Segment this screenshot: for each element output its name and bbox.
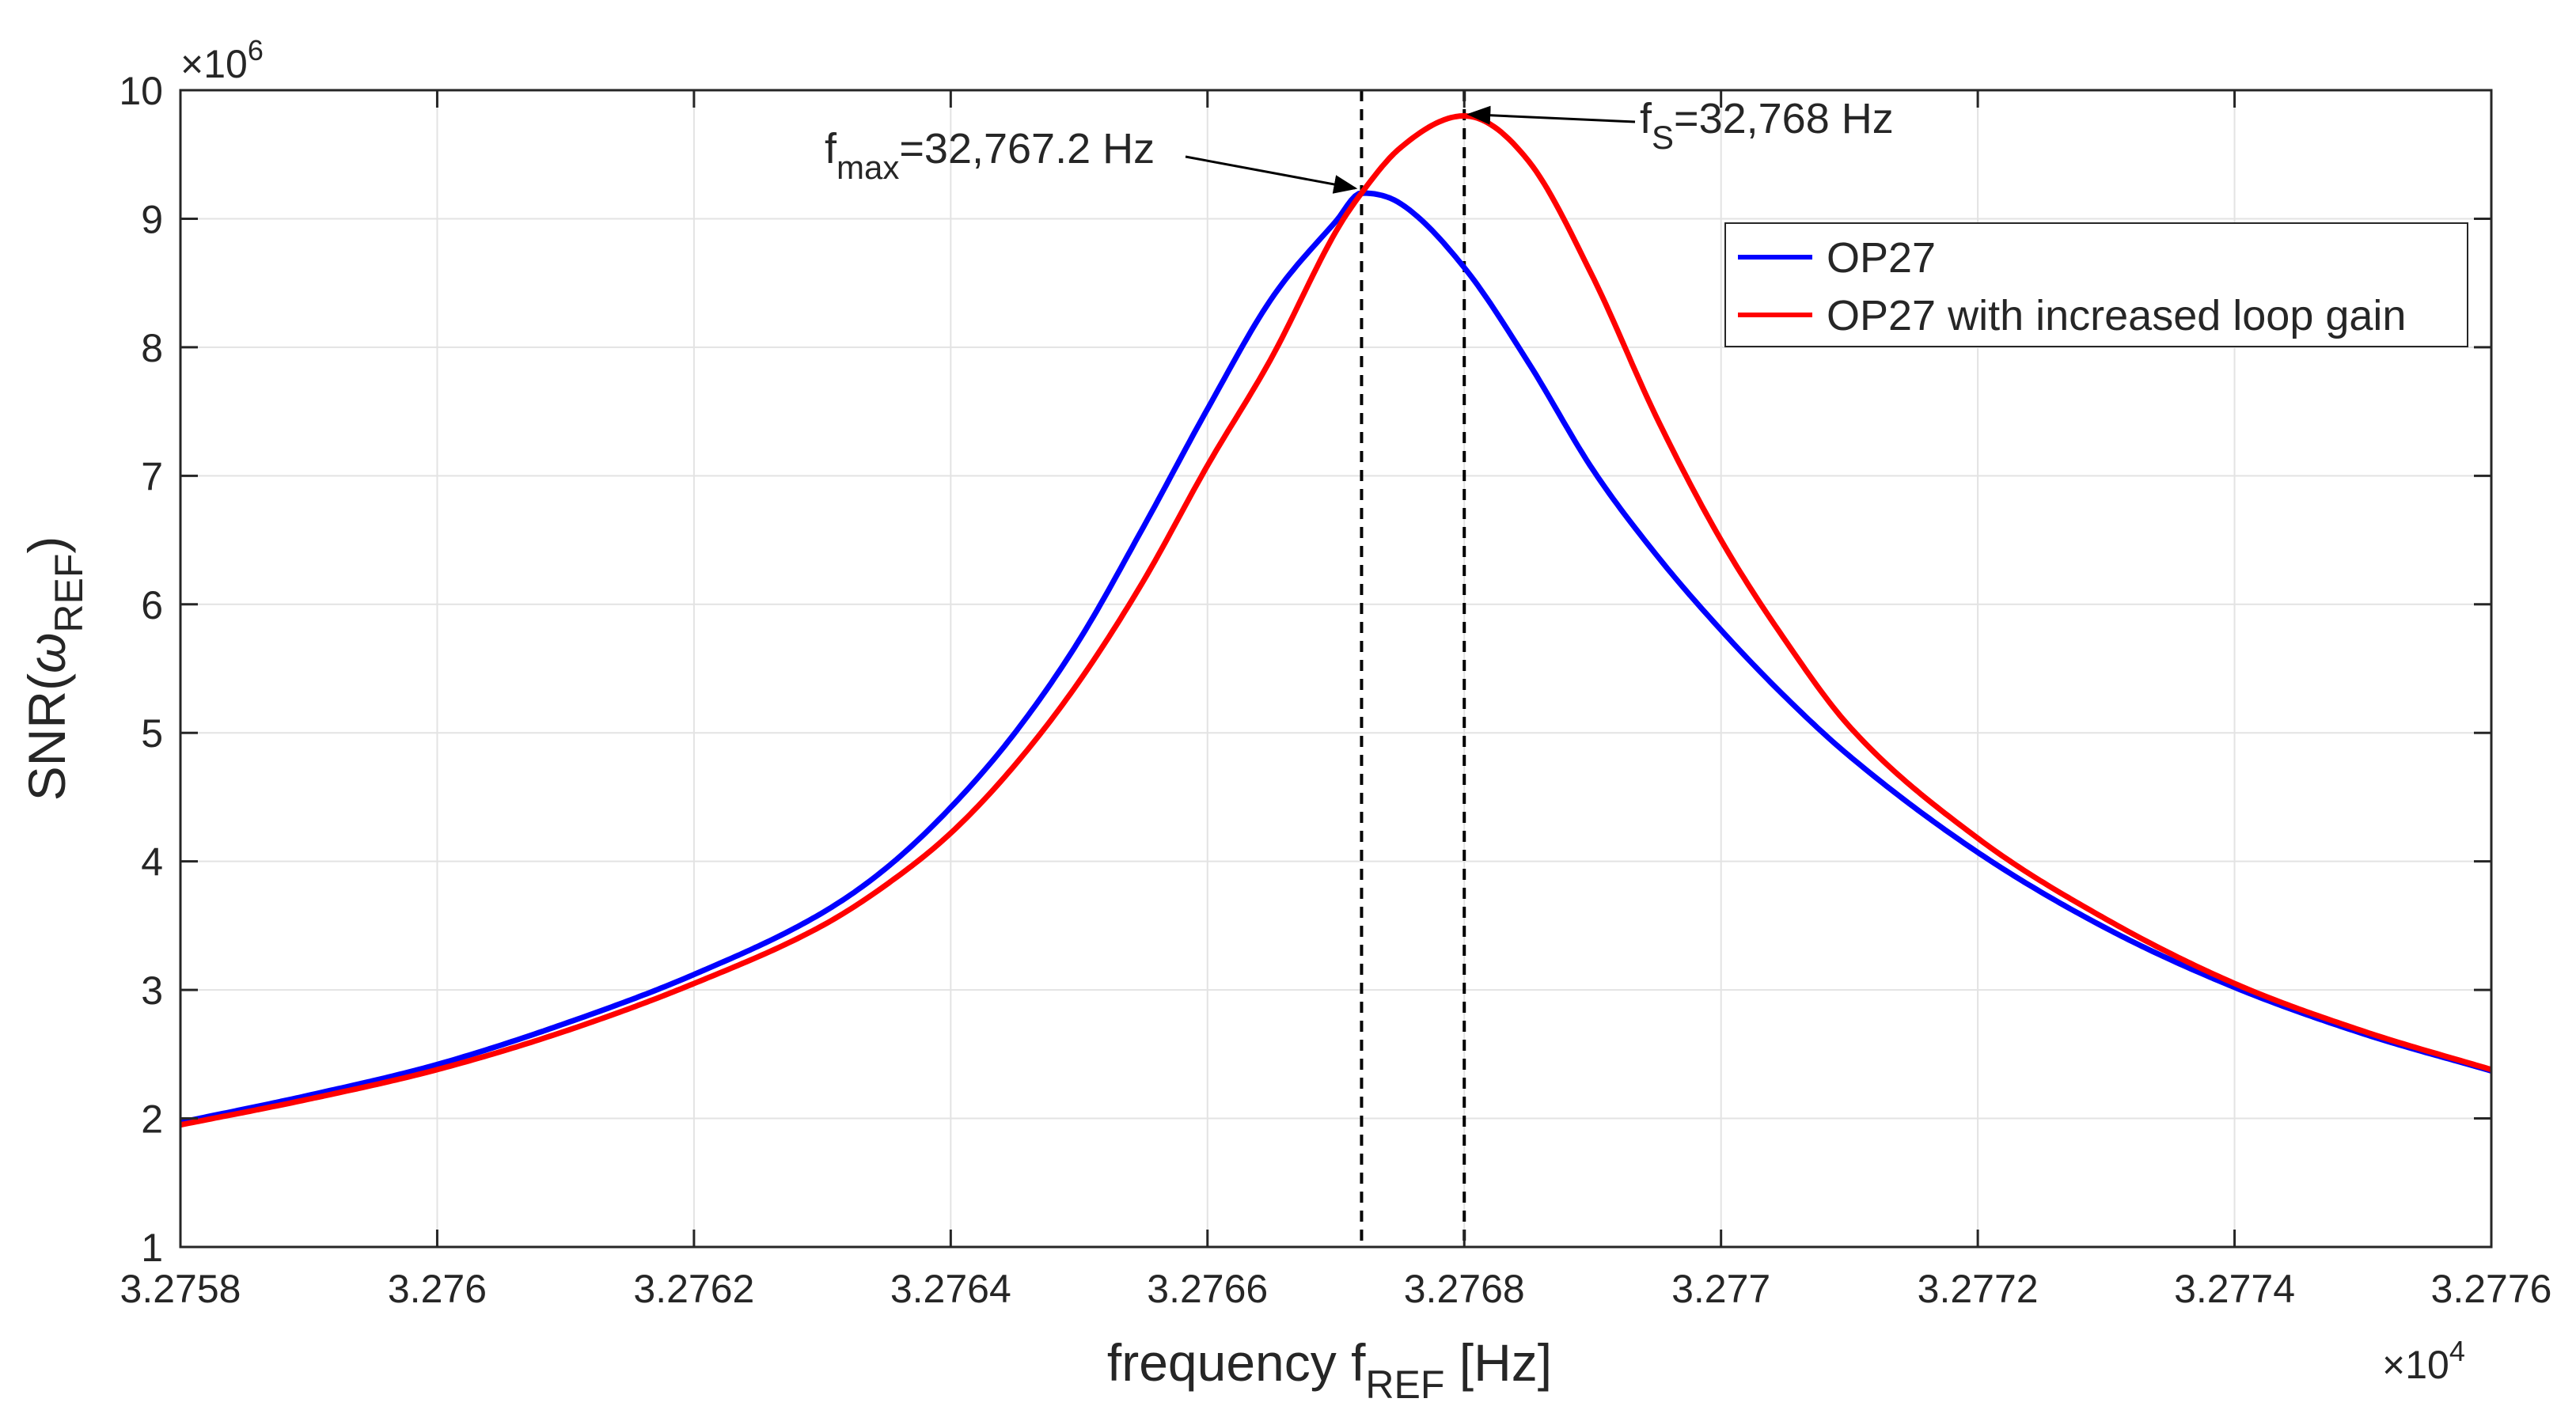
series-lines [180, 113, 2491, 1128]
x-axis-label-sub: REF [1365, 1362, 1444, 1407]
y-tick-labels: 1 2 3 4 5 6 7 8 9 10 [119, 69, 163, 1270]
x-multiplier-exp: 4 [2449, 1335, 2465, 1367]
x-tick-label: 3.2762 [633, 1267, 754, 1311]
annotation-fs-sub: S [1652, 119, 1674, 156]
legend: OP27 OP27 with increased loop gain [1724, 222, 2468, 347]
x-tick-label: 3.2776 [2431, 1267, 2552, 1311]
annotation-fmax-sub: max [837, 149, 899, 186]
x-axis-label-unit: [Hz] [1444, 1333, 1552, 1392]
y-tick-label: 4 [141, 840, 163, 885]
y-axis-label: SNR(ωREF) [17, 536, 91, 802]
y-multiplier-exp: 6 [248, 34, 264, 66]
y-tick-label: 9 [141, 197, 163, 241]
annotation-fs: fS=32,768 Hz [1466, 95, 1894, 156]
x-tick-label: 3.2768 [1404, 1267, 1525, 1311]
annotation-fmax-main: f [825, 125, 837, 172]
x-tick-labels: 3.2758 3.276 3.2762 3.2764 3.2766 3.2768 3.277… [120, 1267, 2552, 1311]
annotation-fs-arrow [1466, 105, 1636, 125]
x-multiplier-base: ×10 [2382, 1343, 2449, 1387]
x-tick-label: 3.276 [388, 1267, 487, 1311]
y-multiplier-base: ×10 [180, 42, 248, 86]
legend-box [1724, 222, 2468, 347]
x-multiplier: ×104 [2382, 1335, 2465, 1387]
reference-lines [1360, 90, 1466, 1247]
x-axis-label-main: frequency f [1107, 1333, 1366, 1392]
y-tick-label: 10 [119, 69, 163, 113]
x-tick-label: 3.2772 [1918, 1267, 2039, 1311]
y-axis-label-sub: REF [47, 554, 91, 633]
annotation-fs-main: f [1640, 95, 1652, 142]
x-tick-label: 3.277 [1671, 1267, 1770, 1311]
x-tick-label: 3.2774 [2174, 1267, 2295, 1311]
axis-ticks [179, 89, 2493, 1249]
x-axis-label: frequency fREF [Hz] [1107, 1333, 1552, 1407]
y-axis-label-main: SNR( [17, 673, 76, 801]
x-tick-label: 3.2758 [120, 1267, 241, 1311]
plot-frame [179, 89, 2493, 1249]
y-tick-label: 3 [141, 968, 163, 1013]
y-tick-label: 5 [141, 711, 163, 756]
y-axis-label-close: ) [17, 536, 76, 554]
y-tick-label: 8 [141, 326, 163, 370]
series-line-1 [180, 113, 2491, 1128]
y-axis-label-greek: ω [17, 633, 76, 673]
y-tick-label: 2 [141, 1097, 163, 1142]
y-tick-label: 1 [141, 1226, 163, 1270]
y-tick-label: 6 [141, 583, 163, 627]
legend-label-op27: OP27 [1827, 234, 1936, 282]
y-tick-label: 7 [141, 454, 163, 498]
annotation-fmax: fmax=32,767.2 Hz [825, 125, 1358, 194]
annotation-fs-label: fS=32,768 Hz [1640, 95, 1894, 156]
series-line-0 [180, 190, 2491, 1125]
annotation-fmax-rest: =32,767.2 Hz [899, 125, 1155, 172]
annotation-fs-rest: =32,768 Hz [1674, 95, 1894, 142]
legend-label-op27-loop-gain: OP27 with increased loop gain [1827, 292, 2406, 339]
x-tick-label: 3.2766 [1147, 1267, 1268, 1311]
annotation-fmax-arrow [1185, 155, 1358, 194]
y-multiplier: ×106 [180, 34, 264, 86]
x-tick-label: 3.2764 [890, 1267, 1011, 1311]
annotation-fmax-label: fmax=32,767.2 Hz [825, 125, 1155, 186]
